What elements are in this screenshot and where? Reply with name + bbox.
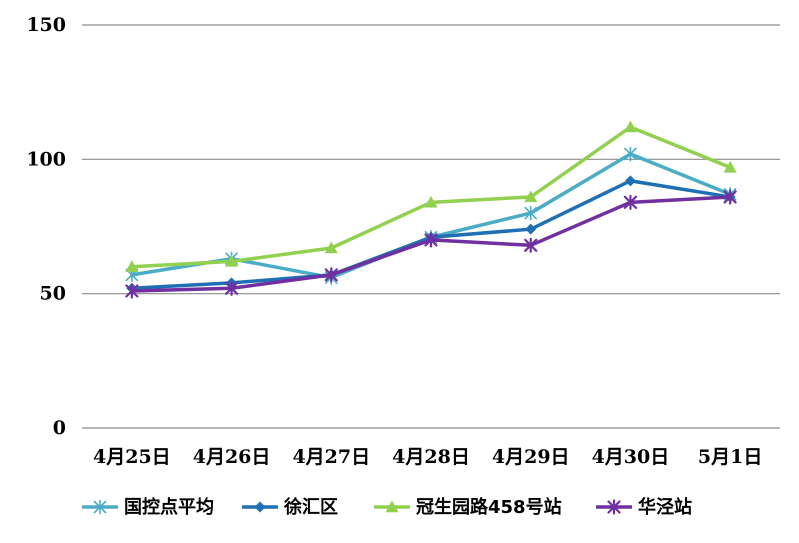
legend: 国控点平均 徐汇区 冠生园路458号站 华泾站 [82, 496, 692, 518]
legend-label: 徐汇区 [283, 496, 338, 518]
legend-label: 冠生园路458号站 [416, 496, 562, 518]
data-point-asterisk [93, 499, 107, 515]
legend-label: 华泾站 [638, 496, 692, 518]
x-tick-label: 4月27日 [292, 446, 370, 468]
legend-label: 国控点平均 [124, 496, 214, 518]
data-point-triangle [125, 260, 139, 272]
data-point-triangle [424, 195, 438, 208]
data-point-star [623, 194, 638, 210]
x-axis-ticks: 4月25日 4月26日 4月27日 4月28日 4月29日 4月30日 5月1日 [93, 446, 762, 468]
legend-item: 华泾站 [596, 496, 692, 518]
data-point-triangle [385, 500, 399, 513]
legend-item: 国控点平均 [82, 496, 214, 518]
x-tick-label: 4月29日 [492, 446, 570, 468]
data-point-star [324, 267, 338, 283]
data-point-triangle [524, 190, 538, 203]
data-point-star [524, 237, 538, 253]
series-2 [125, 120, 737, 272]
y-tick-label: 150 [26, 14, 66, 36]
data-point-triangle [225, 254, 239, 267]
data-point-triangle [324, 241, 338, 254]
data-point-star [125, 283, 139, 299]
x-tick-label: 4月28日 [392, 446, 470, 468]
series-line [130, 152, 732, 280]
grid-lines [82, 24, 780, 429]
series-3 [125, 189, 737, 299]
y-tick-label: 100 [26, 148, 66, 170]
y-tick-label: 0 [53, 417, 66, 439]
data-point-star [723, 189, 737, 205]
data-point-diamond [624, 175, 636, 187]
y-axis-ticks: 0 50 100 150 [26, 14, 66, 439]
data-point-star [424, 232, 438, 248]
data-point-asterisk [624, 146, 637, 162]
data-point-triangle [623, 120, 637, 133]
legend-item: 冠生园路458号站 [374, 496, 562, 518]
data-point-asterisk [524, 205, 538, 221]
x-tick-label: 4月25日 [93, 446, 171, 468]
x-tick-label: 4月26日 [193, 446, 271, 468]
data-point-diamond [525, 223, 537, 235]
data-point-star [224, 280, 239, 296]
y-tick-label: 50 [40, 283, 66, 305]
series-group [125, 120, 737, 299]
x-tick-label: 5月1日 [698, 446, 762, 468]
data-point-triangle [723, 160, 737, 173]
legend-item: 徐汇区 [242, 496, 338, 518]
x-tick-label: 4月30日 [592, 446, 670, 468]
data-point-diamond [254, 501, 266, 513]
data-point-star [607, 499, 621, 515]
